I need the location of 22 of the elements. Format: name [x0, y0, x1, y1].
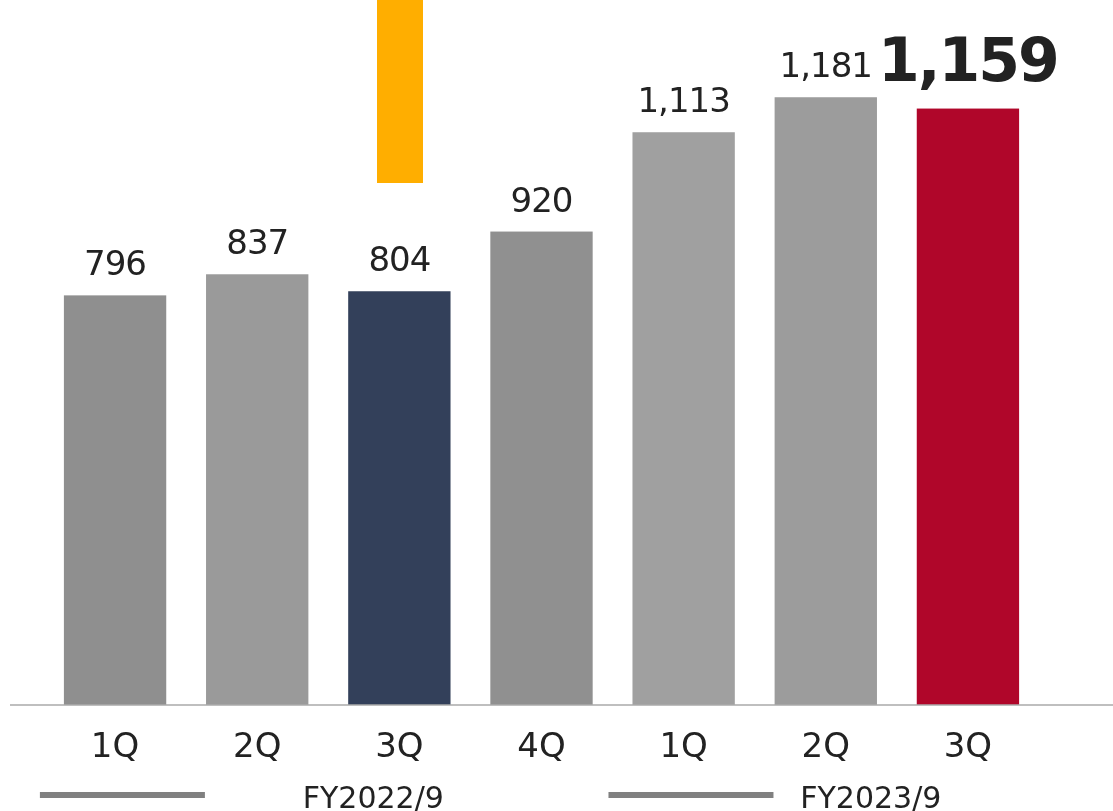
- x-tick-label: 2Q: [233, 725, 282, 765]
- data-label: 920: [510, 179, 573, 220]
- data-label: 1,113: [637, 80, 730, 121]
- data-label: 837: [226, 222, 289, 263]
- x-tick-label: 3Q: [943, 725, 993, 765]
- data-label: 1,159: [878, 24, 1058, 95]
- bar: [774, 97, 877, 705]
- bar: [916, 108, 1020, 705]
- x-tick-label: 2Q: [801, 725, 850, 765]
- bar: [63, 295, 167, 705]
- bar: [348, 291, 451, 705]
- x-tick-label: 3Q: [375, 725, 424, 765]
- bar: [490, 231, 593, 705]
- x-tick-label: 1Q: [659, 725, 708, 765]
- data-label: 796: [84, 243, 147, 284]
- data-label: 1,181: [779, 45, 872, 86]
- bar: [206, 274, 309, 705]
- x-tick-label: 4Q: [517, 725, 566, 765]
- x-tick-label: 1Q: [90, 725, 140, 765]
- data-label: 804: [368, 239, 431, 280]
- text: FY2022/9: [302, 780, 444, 811]
- text: FY2023/9: [800, 780, 942, 811]
